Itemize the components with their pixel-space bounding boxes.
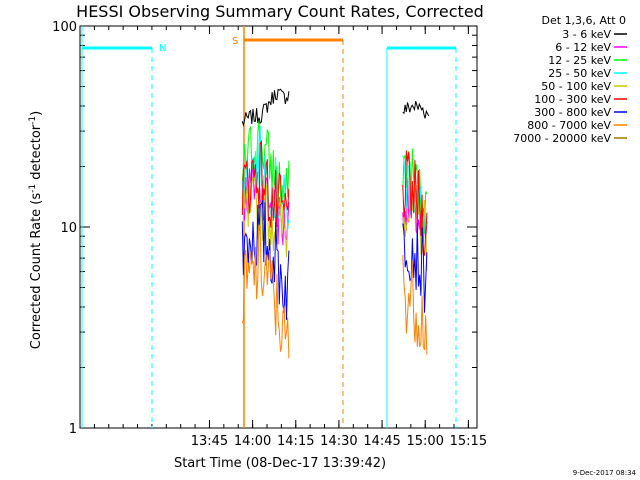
legend-label: 300 - 800 keV [534, 106, 611, 119]
series-300-800-kev-line-1 [402, 222, 428, 313]
legend-label: 7000 - 20000 keV [513, 132, 611, 145]
legend-label: 6 - 12 keV [555, 41, 611, 54]
x-tick-label: 13:45 [191, 434, 228, 449]
saa-annotation: S [232, 36, 238, 47]
y-axis-label: Corrected Count Rate (s-1 detector-1) [28, 111, 44, 349]
y-axis-label-tail: detector [29, 124, 44, 184]
legend-label: 25 - 50 keV [548, 67, 611, 80]
y-axis-label-sup1: -1 [28, 184, 38, 193]
series-3-6-kev-line-0 [241, 88, 290, 128]
y-axis-label-sup2: -1 [28, 116, 38, 125]
y-tick-label: 10 [60, 221, 77, 236]
legend-label: 800 - 7000 keV [527, 119, 611, 132]
y-tick-label: 1 [69, 422, 77, 437]
legend-label: 12 - 25 keV [548, 54, 611, 67]
series-300-800-kev-line-0 [241, 199, 290, 320]
series-800-7000-kev-line-0 [241, 224, 290, 359]
svg-text:Corrected Count Rate (s-1 dete: Corrected Count Rate (s-1 detector-1) [28, 111, 44, 349]
legend-label: 3 - 6 keV [562, 28, 611, 41]
series-100-300-kev-line-0 [241, 139, 290, 228]
y-axis-label-end: ) [29, 111, 44, 116]
legend-label: 100 - 300 keV [534, 93, 611, 106]
chart-title: HESSI Observing Summary Count Rates, Cor… [76, 2, 484, 21]
series-12-25-kev-line-0 [241, 120, 290, 207]
legend-title: Det 1,3,6, Att 0 [542, 14, 626, 27]
legend-label: 50 - 100 keV [541, 80, 611, 93]
x-tick-label: 14:00 [234, 434, 271, 449]
x-tick-label: 14:15 [277, 434, 314, 449]
series-3-6-kev-line-1 [402, 101, 430, 119]
series-800-7000-kev-line-1 [402, 254, 428, 355]
x-tick-label: 14:30 [320, 434, 357, 449]
y-tick-label: 100 [52, 20, 77, 35]
y-axis-label-main: Corrected Count Rate (s [29, 193, 44, 350]
x-tick-label: 15:00 [406, 434, 443, 449]
footer-date: 9-Dec-2017 08:34 [573, 469, 637, 477]
x-tick-label: 15:15 [450, 434, 487, 449]
x-tick-label: 14:45 [363, 434, 400, 449]
night-annotation: N [159, 43, 166, 54]
x-axis-label: Start Time (08-Dec-17 13:39:42) [174, 456, 386, 471]
